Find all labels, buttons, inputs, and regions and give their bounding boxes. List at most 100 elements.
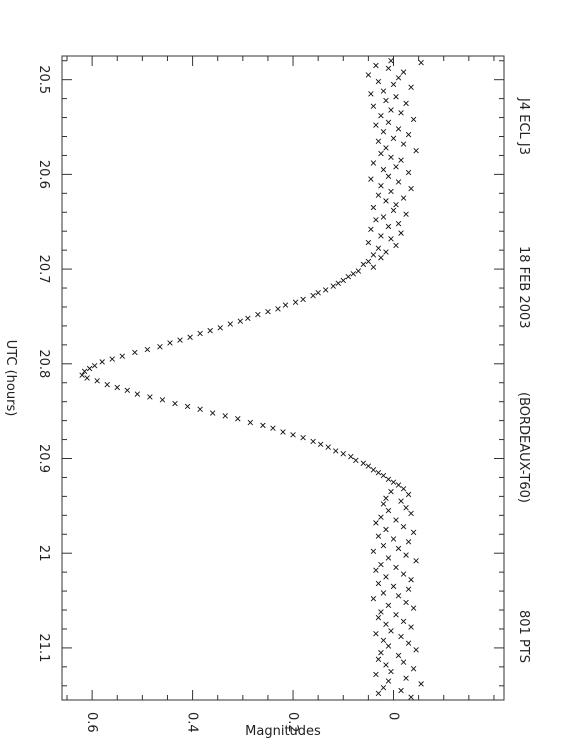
data-point bbox=[388, 58, 394, 64]
rotated-plot-group: J4 ECL J3 18 FEB 2003 (BORDEAUX-T60) 801… bbox=[3, 55, 531, 739]
data-point bbox=[247, 419, 254, 426]
data-point bbox=[280, 429, 286, 435]
data-point bbox=[393, 612, 399, 618]
data-point bbox=[390, 135, 397, 142]
data-point bbox=[405, 131, 412, 138]
data-point bbox=[124, 387, 131, 394]
data-point bbox=[177, 337, 183, 343]
data-point bbox=[104, 381, 110, 388]
data-point bbox=[86, 365, 93, 372]
data-point bbox=[159, 397, 166, 403]
data-point bbox=[405, 539, 412, 545]
data-point bbox=[370, 548, 377, 555]
data-point bbox=[400, 486, 407, 492]
x-tick-label: 20.8 bbox=[36, 349, 51, 378]
data-point bbox=[378, 150, 384, 157]
data-point bbox=[375, 192, 382, 198]
data-point bbox=[157, 344, 163, 350]
data-point bbox=[383, 526, 389, 533]
data-point bbox=[403, 552, 409, 558]
data-point bbox=[395, 220, 402, 227]
data-point bbox=[385, 602, 392, 609]
data-point bbox=[395, 179, 402, 185]
data-point bbox=[370, 467, 377, 473]
data-point bbox=[360, 261, 367, 268]
data-point bbox=[375, 138, 382, 144]
data-point bbox=[375, 690, 382, 697]
data-point bbox=[398, 230, 404, 236]
header-item-j4-ecl-j3: J4 ECL J3 bbox=[516, 97, 531, 155]
data-point bbox=[134, 391, 141, 397]
data-point bbox=[373, 122, 379, 128]
plot-frame bbox=[61, 55, 505, 701]
data-point bbox=[398, 157, 404, 163]
data-point bbox=[310, 292, 316, 299]
data-point bbox=[172, 400, 178, 407]
data-point bbox=[322, 287, 329, 293]
data-point bbox=[405, 640, 412, 646]
data-point bbox=[383, 145, 389, 151]
data-point bbox=[385, 65, 392, 72]
data-point bbox=[393, 242, 399, 249]
data-point bbox=[227, 321, 233, 327]
header-group: J4 ECL J3 18 FEB 2003 (BORDEAUX-T60) 801… bbox=[516, 97, 531, 663]
data-point bbox=[275, 306, 281, 312]
data-point bbox=[405, 586, 412, 592]
data-point bbox=[197, 330, 203, 337]
data-point bbox=[245, 315, 251, 322]
data-point bbox=[260, 422, 266, 429]
data-point bbox=[378, 112, 384, 119]
data-point bbox=[388, 154, 394, 161]
data-point bbox=[380, 129, 387, 135]
data-point bbox=[395, 482, 402, 488]
data-point bbox=[365, 463, 372, 469]
data-point bbox=[370, 595, 377, 602]
data-point bbox=[340, 277, 346, 284]
data-point bbox=[385, 555, 392, 561]
data-point bbox=[375, 469, 382, 476]
data-point bbox=[380, 590, 387, 596]
data-point bbox=[375, 533, 382, 539]
data-point bbox=[398, 687, 404, 694]
data-point bbox=[378, 183, 384, 189]
x-tick-label: 20.6 bbox=[36, 160, 51, 189]
data-point bbox=[265, 308, 271, 315]
data-point bbox=[405, 169, 412, 176]
data-point bbox=[255, 311, 261, 318]
data-point bbox=[380, 166, 387, 173]
data-point bbox=[400, 69, 407, 75]
data-point bbox=[383, 574, 389, 580]
data-point bbox=[368, 176, 374, 182]
data-point bbox=[385, 678, 392, 684]
data-point bbox=[403, 599, 409, 606]
data-point bbox=[393, 564, 399, 571]
data-point bbox=[335, 280, 341, 287]
data-point bbox=[388, 668, 394, 675]
data-point bbox=[418, 59, 424, 66]
data-point bbox=[378, 514, 384, 520]
data-point bbox=[385, 507, 392, 514]
data-point bbox=[360, 460, 367, 466]
data-point bbox=[400, 618, 407, 625]
data-point bbox=[403, 675, 409, 681]
y-tick-label: 0.4 bbox=[185, 712, 200, 733]
data-point bbox=[405, 491, 412, 498]
data-point bbox=[184, 403, 191, 410]
data-point bbox=[383, 249, 389, 255]
data-point bbox=[385, 173, 392, 179]
data-point bbox=[209, 410, 216, 416]
data-point bbox=[345, 273, 352, 280]
data-point bbox=[81, 368, 88, 375]
data-point bbox=[375, 614, 382, 621]
data-point bbox=[388, 488, 394, 495]
data-point bbox=[388, 188, 394, 195]
data-point bbox=[378, 255, 384, 261]
data-point bbox=[395, 652, 402, 659]
data-point bbox=[91, 362, 98, 369]
data-point bbox=[400, 571, 407, 577]
data-point bbox=[383, 495, 389, 501]
data-point bbox=[375, 245, 382, 251]
data-point bbox=[378, 561, 384, 568]
data-point bbox=[413, 647, 419, 653]
